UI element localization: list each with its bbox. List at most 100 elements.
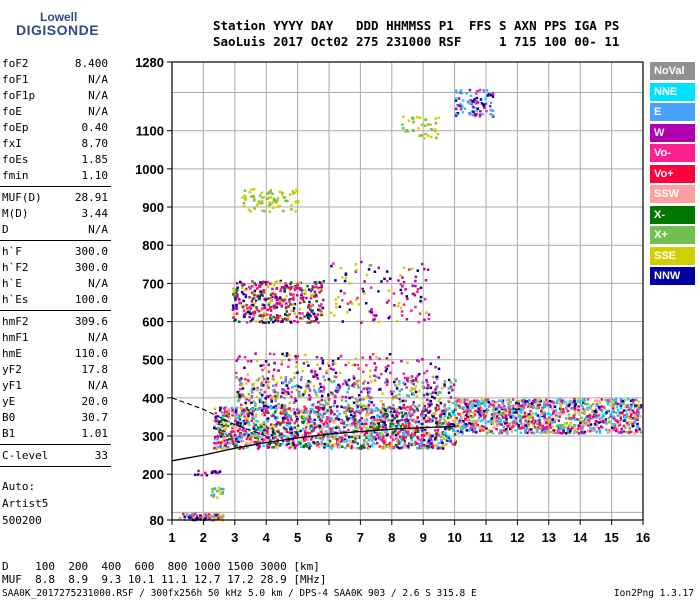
data-point: [612, 428, 616, 432]
data-point: [482, 419, 486, 422]
data-point: [237, 429, 240, 433]
data-point: [395, 385, 398, 388]
data-point: [370, 308, 373, 311]
data-point: [286, 199, 289, 203]
data-point: [487, 401, 491, 404]
data-point: [490, 417, 493, 420]
data-point: [251, 413, 254, 416]
data-point: [242, 309, 246, 312]
data-point: [469, 425, 473, 429]
data-point: [332, 380, 336, 383]
data-point: [214, 415, 217, 418]
data-point: [318, 413, 322, 416]
data-point: [436, 445, 439, 448]
data-point: [356, 442, 359, 445]
data-point: [308, 425, 312, 428]
data-point: [486, 398, 490, 401]
data-point: [331, 359, 335, 363]
data-point: [324, 424, 327, 427]
data-point: [565, 432, 568, 435]
data-point: [314, 282, 317, 285]
legend-item-vo: Vo+: [650, 164, 695, 183]
data-point: [331, 363, 335, 366]
data-point: [498, 413, 501, 416]
data-point: [321, 416, 325, 419]
data-point: [442, 416, 445, 419]
param-row: h`F 300.0: [2, 244, 108, 260]
data-point: [437, 391, 441, 394]
data-point: [611, 422, 615, 426]
data-point: [254, 423, 258, 427]
data-point: [327, 438, 331, 441]
data-point: [290, 281, 293, 284]
data-point: [324, 444, 327, 447]
data-point: [292, 309, 295, 312]
data-point: [295, 188, 298, 191]
data-point: [409, 434, 412, 437]
data-point: [420, 418, 423, 421]
data-point: [414, 379, 418, 382]
data-point: [261, 316, 264, 320]
data-point: [275, 381, 279, 384]
data-point: [311, 407, 314, 411]
data-point: [383, 444, 386, 448]
data-point: [207, 513, 211, 516]
data-point: [267, 411, 270, 414]
data-point: [346, 419, 350, 422]
x-tick-label: 7: [357, 530, 364, 545]
data-point: [404, 436, 407, 439]
data-point: [543, 416, 546, 419]
data-point: [289, 287, 292, 290]
data-point: [388, 441, 392, 445]
data-point: [421, 385, 425, 389]
data-point: [333, 401, 336, 405]
data-point: [411, 419, 414, 422]
data-point: [451, 419, 455, 422]
data-point: [380, 438, 383, 442]
data-point: [512, 414, 515, 417]
data-point: [342, 406, 346, 409]
data-point: [277, 406, 281, 410]
data-point: [341, 395, 344, 399]
data-point: [243, 422, 247, 425]
data-point: [523, 415, 527, 418]
data-point: [338, 305, 342, 308]
data-point: [398, 397, 401, 401]
data-point: [289, 409, 293, 413]
data-point: [257, 377, 261, 380]
data-point: [467, 402, 470, 406]
data-point: [306, 321, 309, 324]
data-point: [284, 390, 287, 393]
data-point: [606, 401, 609, 404]
data-point: [271, 374, 275, 378]
data-point: [515, 406, 519, 409]
data-point: [453, 443, 457, 446]
data-point: [382, 418, 386, 421]
data-point: [517, 407, 520, 411]
data-point: [404, 424, 408, 427]
data-point: [468, 421, 472, 425]
data-point: [357, 399, 361, 402]
data-point: [400, 306, 403, 310]
data-point: [303, 391, 306, 394]
data-point: [261, 307, 264, 310]
data-point: [595, 430, 599, 434]
data-point: [517, 403, 520, 406]
logo-digisonde: DIGISONDE: [16, 22, 100, 38]
data-point: [515, 422, 518, 425]
data-point: [619, 414, 622, 417]
data-point: [516, 400, 519, 403]
data-point: [572, 424, 576, 427]
data-point: [240, 436, 243, 440]
data-point: [415, 419, 418, 423]
data-point: [448, 407, 451, 410]
data-point: [273, 397, 277, 400]
data-point: [200, 473, 203, 477]
data-point: [220, 487, 223, 491]
data-point: [277, 429, 280, 432]
data-point: [381, 406, 384, 409]
data-point: [625, 431, 629, 434]
data-point: [312, 410, 316, 413]
data-point: [454, 107, 458, 111]
data-point: [293, 446, 297, 449]
